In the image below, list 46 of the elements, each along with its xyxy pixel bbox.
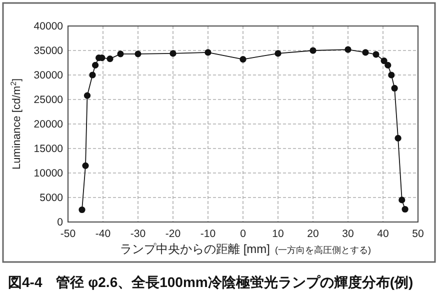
x-tick-label: 30 xyxy=(342,228,354,240)
point xyxy=(398,196,406,204)
point xyxy=(204,49,212,56)
x-tick-label: 20 xyxy=(307,228,319,240)
point xyxy=(388,72,395,78)
point xyxy=(92,62,99,68)
x-tick-label: 10 xyxy=(272,228,284,240)
point xyxy=(372,51,380,58)
y-tick-label: 10000 xyxy=(34,168,64,180)
y-tick-label: 25000 xyxy=(34,94,64,106)
point xyxy=(134,50,142,58)
y-tick-label: 40000 xyxy=(34,20,64,32)
point xyxy=(362,49,369,56)
x-tick-label: -50 xyxy=(60,228,76,240)
point xyxy=(106,56,114,62)
text: 図4-4 管径 φ2.6、全長100mm冷陰極蛍光ランプの輝度分布(例) xyxy=(8,274,414,290)
point xyxy=(394,134,402,142)
point xyxy=(89,72,96,78)
x-tick-label: 50 xyxy=(412,228,424,240)
x-tick-label: 40 xyxy=(377,228,389,240)
y-tick-label: 35000 xyxy=(34,45,64,57)
y-tick-label: 15000 xyxy=(34,143,64,155)
point xyxy=(117,50,124,58)
point xyxy=(310,47,316,54)
x-axis-title: ランプ中央からの距離 [mm] xyxy=(120,242,270,256)
point xyxy=(402,206,408,213)
x-tick-label: -10 xyxy=(200,228,216,240)
point xyxy=(344,46,352,53)
point xyxy=(240,56,246,63)
x-tick-label: -20 xyxy=(165,228,181,240)
point xyxy=(384,62,392,68)
text: (一方向を高圧側とする) xyxy=(275,245,371,255)
point xyxy=(82,162,89,169)
point xyxy=(391,84,398,92)
y-tick-label: 30000 xyxy=(34,70,64,82)
y-tick-label: 0 xyxy=(57,216,64,228)
x-tick-label: 0 xyxy=(240,228,246,240)
point xyxy=(380,57,388,64)
point xyxy=(274,50,282,57)
y-tick-label: 5000 xyxy=(40,192,64,204)
point xyxy=(78,206,86,214)
point xyxy=(84,92,91,99)
point xyxy=(170,50,176,57)
x-tick-label: -40 xyxy=(95,228,111,240)
y-tick-label: 20000 xyxy=(34,118,64,130)
x-tick-label: -30 xyxy=(130,228,146,240)
